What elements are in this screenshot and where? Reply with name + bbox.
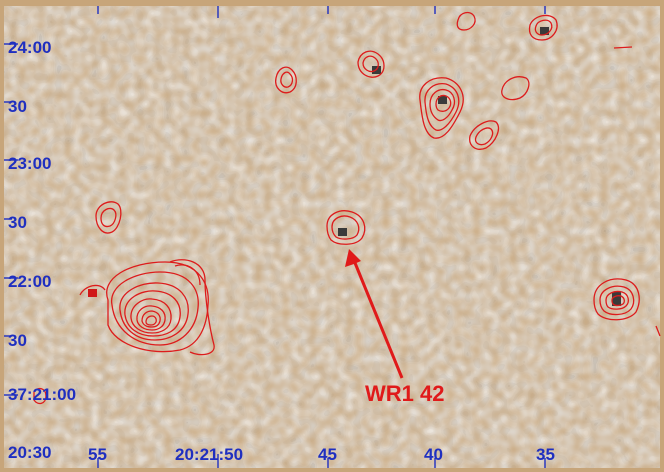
y-tick-label: 37:21:00	[8, 385, 77, 404]
contours	[33, 11, 661, 405]
frame-ticks	[4, 6, 546, 468]
x-tick-label: 20:21:50	[175, 445, 244, 464]
right-source-contours	[593, 278, 661, 337]
x-tick-label: 35	[536, 445, 555, 464]
bright-source-contours	[79, 259, 215, 356]
pixel-background	[4, 6, 660, 468]
y-tick-label: 30	[8, 213, 27, 232]
x-tick-label: 55	[88, 445, 107, 464]
y-tick-label: 30	[8, 331, 27, 350]
x-tick-label: 45	[318, 445, 337, 464]
y-tick-label: 23:00	[8, 154, 52, 173]
x-tick-label: 40	[424, 445, 443, 464]
y-tick-label: 30	[8, 97, 27, 116]
pointer-arrow	[345, 249, 404, 379]
wr142-label: WR1 42	[365, 381, 445, 406]
wr142-contours	[326, 210, 366, 245]
left-source-contours	[95, 201, 122, 234]
y-tick-label: 20:30	[8, 443, 52, 462]
y-tick-label: 22:00	[8, 272, 52, 291]
top-sources-contours	[275, 11, 633, 150]
y-tick-label: 24:00	[8, 38, 52, 57]
